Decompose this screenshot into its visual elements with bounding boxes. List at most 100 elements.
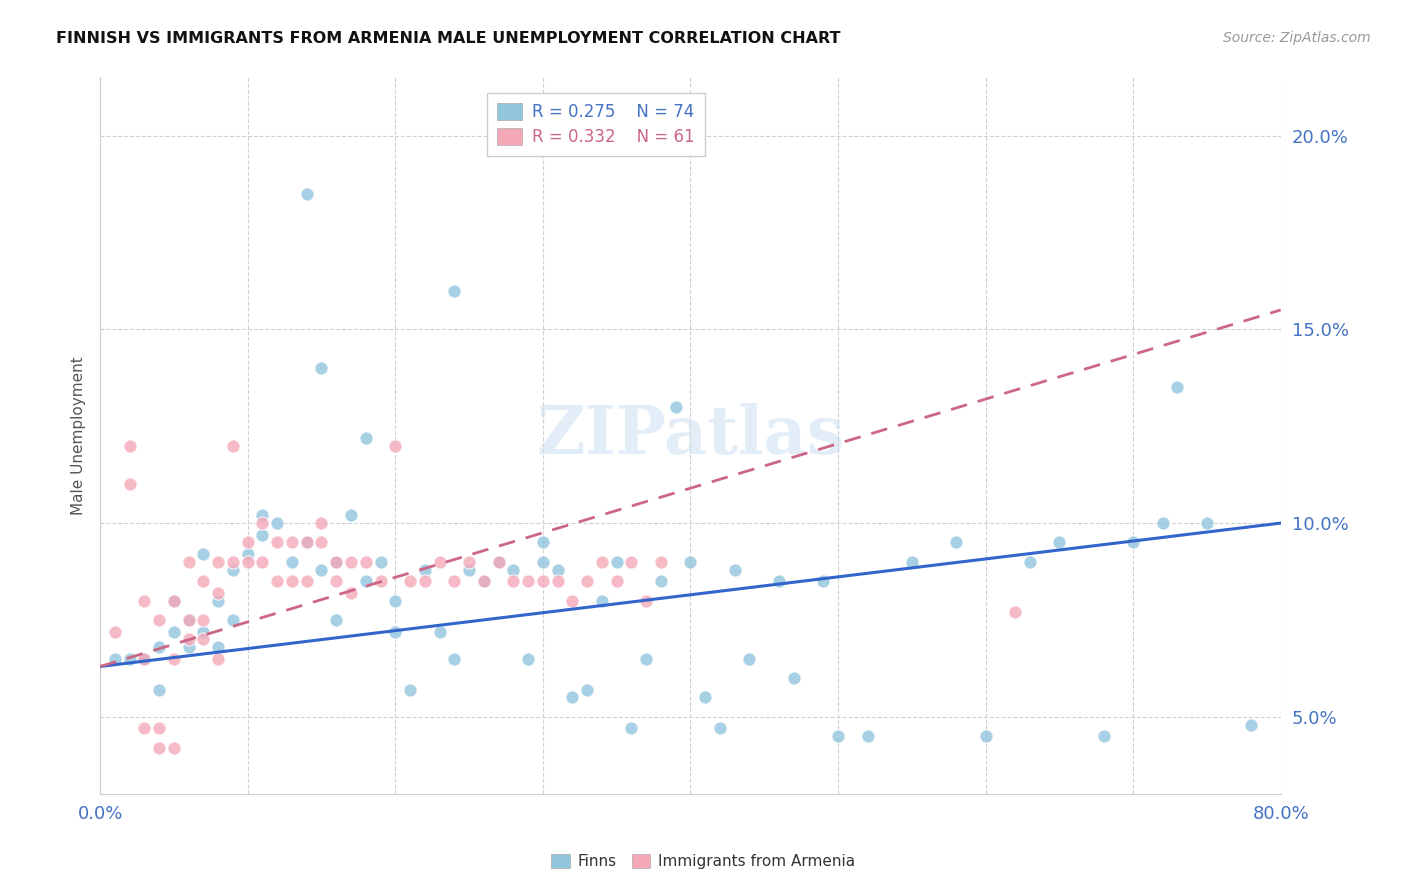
Point <box>193 624 215 639</box>
Point <box>472 574 495 589</box>
Point <box>576 682 599 697</box>
Point <box>709 722 731 736</box>
Point <box>620 555 643 569</box>
Point <box>472 574 495 589</box>
Legend: Finns, Immigrants from Armenia: Finns, Immigrants from Armenia <box>546 848 860 875</box>
Point <box>1122 535 1144 549</box>
Point <box>104 624 127 639</box>
Point <box>679 555 702 569</box>
Point <box>340 508 363 523</box>
Point <box>236 535 259 549</box>
Point <box>399 682 422 697</box>
Point <box>222 555 245 569</box>
Point <box>266 574 288 589</box>
Point <box>1092 729 1115 743</box>
Point <box>252 527 274 541</box>
Point <box>827 729 849 743</box>
Point <box>222 613 245 627</box>
Point <box>900 555 922 569</box>
Point <box>547 563 569 577</box>
Point <box>281 535 304 549</box>
Y-axis label: Male Unemployment: Male Unemployment <box>72 357 86 516</box>
Point <box>650 555 672 569</box>
Point <box>429 624 451 639</box>
Point <box>134 651 156 665</box>
Point <box>1240 717 1263 731</box>
Point <box>768 574 790 589</box>
Point <box>665 400 688 414</box>
Point <box>606 574 628 589</box>
Point <box>325 555 347 569</box>
Text: ZIPatlas: ZIPatlas <box>536 403 845 468</box>
Point <box>236 555 259 569</box>
Point <box>813 574 835 589</box>
Point <box>134 651 156 665</box>
Point <box>207 555 229 569</box>
Point <box>1195 516 1218 530</box>
Point <box>295 535 318 549</box>
Point <box>134 593 156 607</box>
Point <box>384 439 406 453</box>
Point <box>148 682 170 697</box>
Point <box>295 186 318 201</box>
Point <box>974 729 997 743</box>
Point <box>266 535 288 549</box>
Point <box>252 508 274 523</box>
Point <box>517 574 540 589</box>
Point <box>458 563 481 577</box>
Point <box>354 574 377 589</box>
Point <box>531 555 554 569</box>
Point <box>1018 555 1040 569</box>
Point <box>650 574 672 589</box>
Point <box>311 563 333 577</box>
Point <box>207 640 229 654</box>
Point <box>1152 516 1174 530</box>
Point <box>724 563 747 577</box>
Point <box>266 516 288 530</box>
Point <box>856 729 879 743</box>
Point <box>325 555 347 569</box>
Point <box>370 555 392 569</box>
Point <box>177 555 200 569</box>
Point <box>222 439 245 453</box>
Point <box>591 555 613 569</box>
Point <box>738 651 761 665</box>
Point <box>148 740 170 755</box>
Point <box>340 586 363 600</box>
Text: FINNISH VS IMMIGRANTS FROM ARMENIA MALE UNEMPLOYMENT CORRELATION CHART: FINNISH VS IMMIGRANTS FROM ARMENIA MALE … <box>56 31 841 46</box>
Point <box>177 613 200 627</box>
Point <box>591 593 613 607</box>
Point <box>207 651 229 665</box>
Point <box>783 671 806 685</box>
Point <box>177 613 200 627</box>
Point <box>636 651 658 665</box>
Point <box>354 431 377 445</box>
Point <box>1004 605 1026 619</box>
Point <box>252 555 274 569</box>
Point <box>458 555 481 569</box>
Point <box>148 640 170 654</box>
Point <box>1166 380 1188 394</box>
Point <box>1047 535 1070 549</box>
Point <box>193 547 215 561</box>
Point <box>413 563 436 577</box>
Point <box>311 535 333 549</box>
Point <box>193 632 215 647</box>
Point <box>517 651 540 665</box>
Point <box>502 574 524 589</box>
Point <box>311 516 333 530</box>
Point <box>488 555 510 569</box>
Point <box>207 586 229 600</box>
Point <box>193 613 215 627</box>
Point <box>163 651 186 665</box>
Point <box>118 651 141 665</box>
Point <box>443 284 465 298</box>
Point <box>148 613 170 627</box>
Point <box>443 651 465 665</box>
Point <box>502 563 524 577</box>
Point <box>488 555 510 569</box>
Point <box>207 593 229 607</box>
Point <box>531 535 554 549</box>
Point <box>945 535 967 549</box>
Point <box>620 722 643 736</box>
